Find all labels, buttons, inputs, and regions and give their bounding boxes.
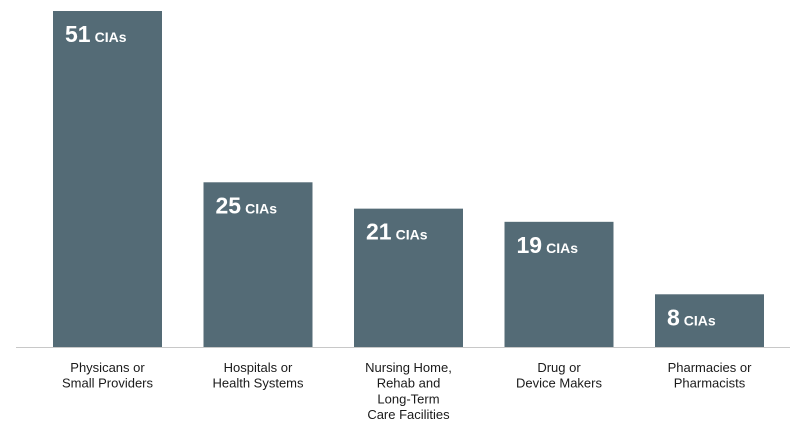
category-label-2: Hospitals or Health Systems [212, 360, 304, 391]
bar-value-label-3: 21 CIAs [366, 219, 428, 245]
category-label-3: Nursing Home, Rehab and Long-Term Care Faci… [365, 360, 452, 422]
category-labels-group: Physicans or Small Providers Hospitals or H… [62, 360, 752, 422]
bars-group: 51 CIAs 25 CIAs 21 CIAs 19 CIAs 8 CIAs [53, 11, 764, 347]
bar-1 [53, 11, 162, 347]
category-label-4: Drug or Device Makers [516, 360, 602, 391]
category-label-1: Physicans or Small Providers [62, 360, 154, 391]
bar-value-label-2: 25 CIAs [216, 192, 278, 218]
bar-4 [504, 221, 614, 347]
bar-3 [354, 208, 463, 347]
bar-value-label-5: 8 CIAs [667, 304, 716, 330]
bar-5 [655, 294, 764, 347]
bar-value-label-1: 51 CIAs [65, 21, 127, 47]
bar-2 [203, 182, 313, 347]
category-label-5: Pharmacies or Pharmacists [668, 360, 752, 391]
bar-value-label-4: 19 CIAs [517, 232, 579, 258]
